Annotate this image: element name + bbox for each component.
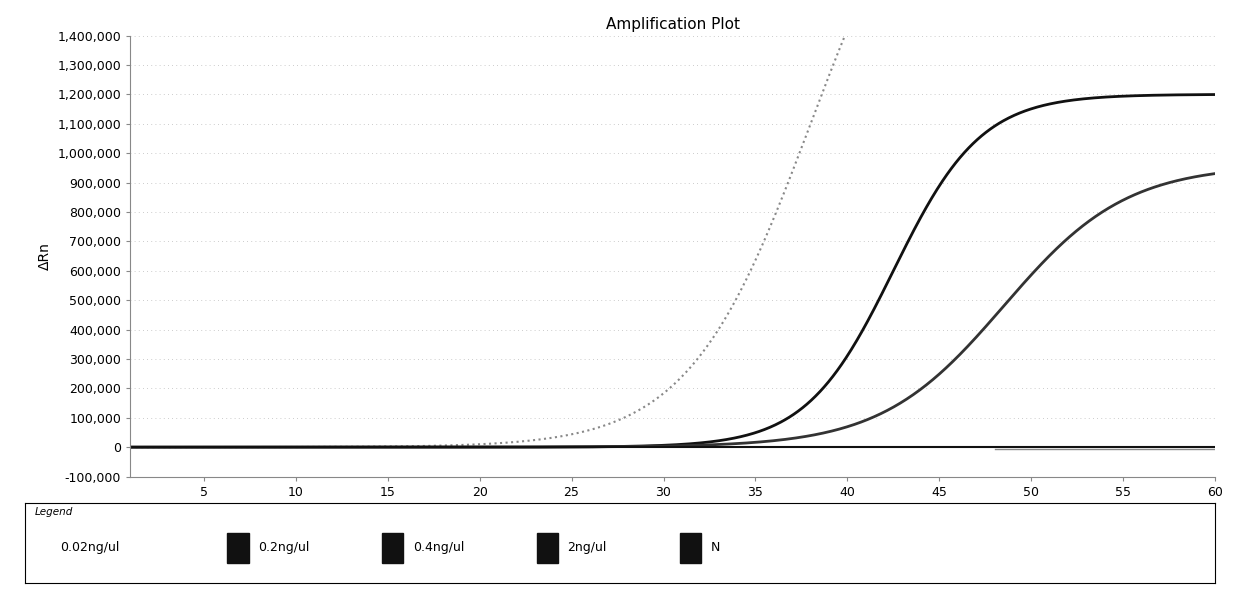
FancyBboxPatch shape [227,533,248,563]
Text: Legend: Legend [35,507,73,517]
Text: N: N [711,542,720,555]
FancyBboxPatch shape [537,533,558,563]
Text: 2ng/ul: 2ng/ul [568,542,608,555]
Text: 0.4ng/ul: 0.4ng/ul [413,542,464,555]
FancyBboxPatch shape [680,533,701,563]
X-axis label: Cycle: Cycle [653,504,692,518]
FancyBboxPatch shape [382,533,403,563]
Title: Amplification Plot: Amplification Plot [605,17,740,31]
Y-axis label: ΔRn: ΔRn [37,242,52,270]
Text: 0.02ng/ul: 0.02ng/ul [61,542,120,555]
Text: 0.2ng/ul: 0.2ng/ul [258,542,310,555]
